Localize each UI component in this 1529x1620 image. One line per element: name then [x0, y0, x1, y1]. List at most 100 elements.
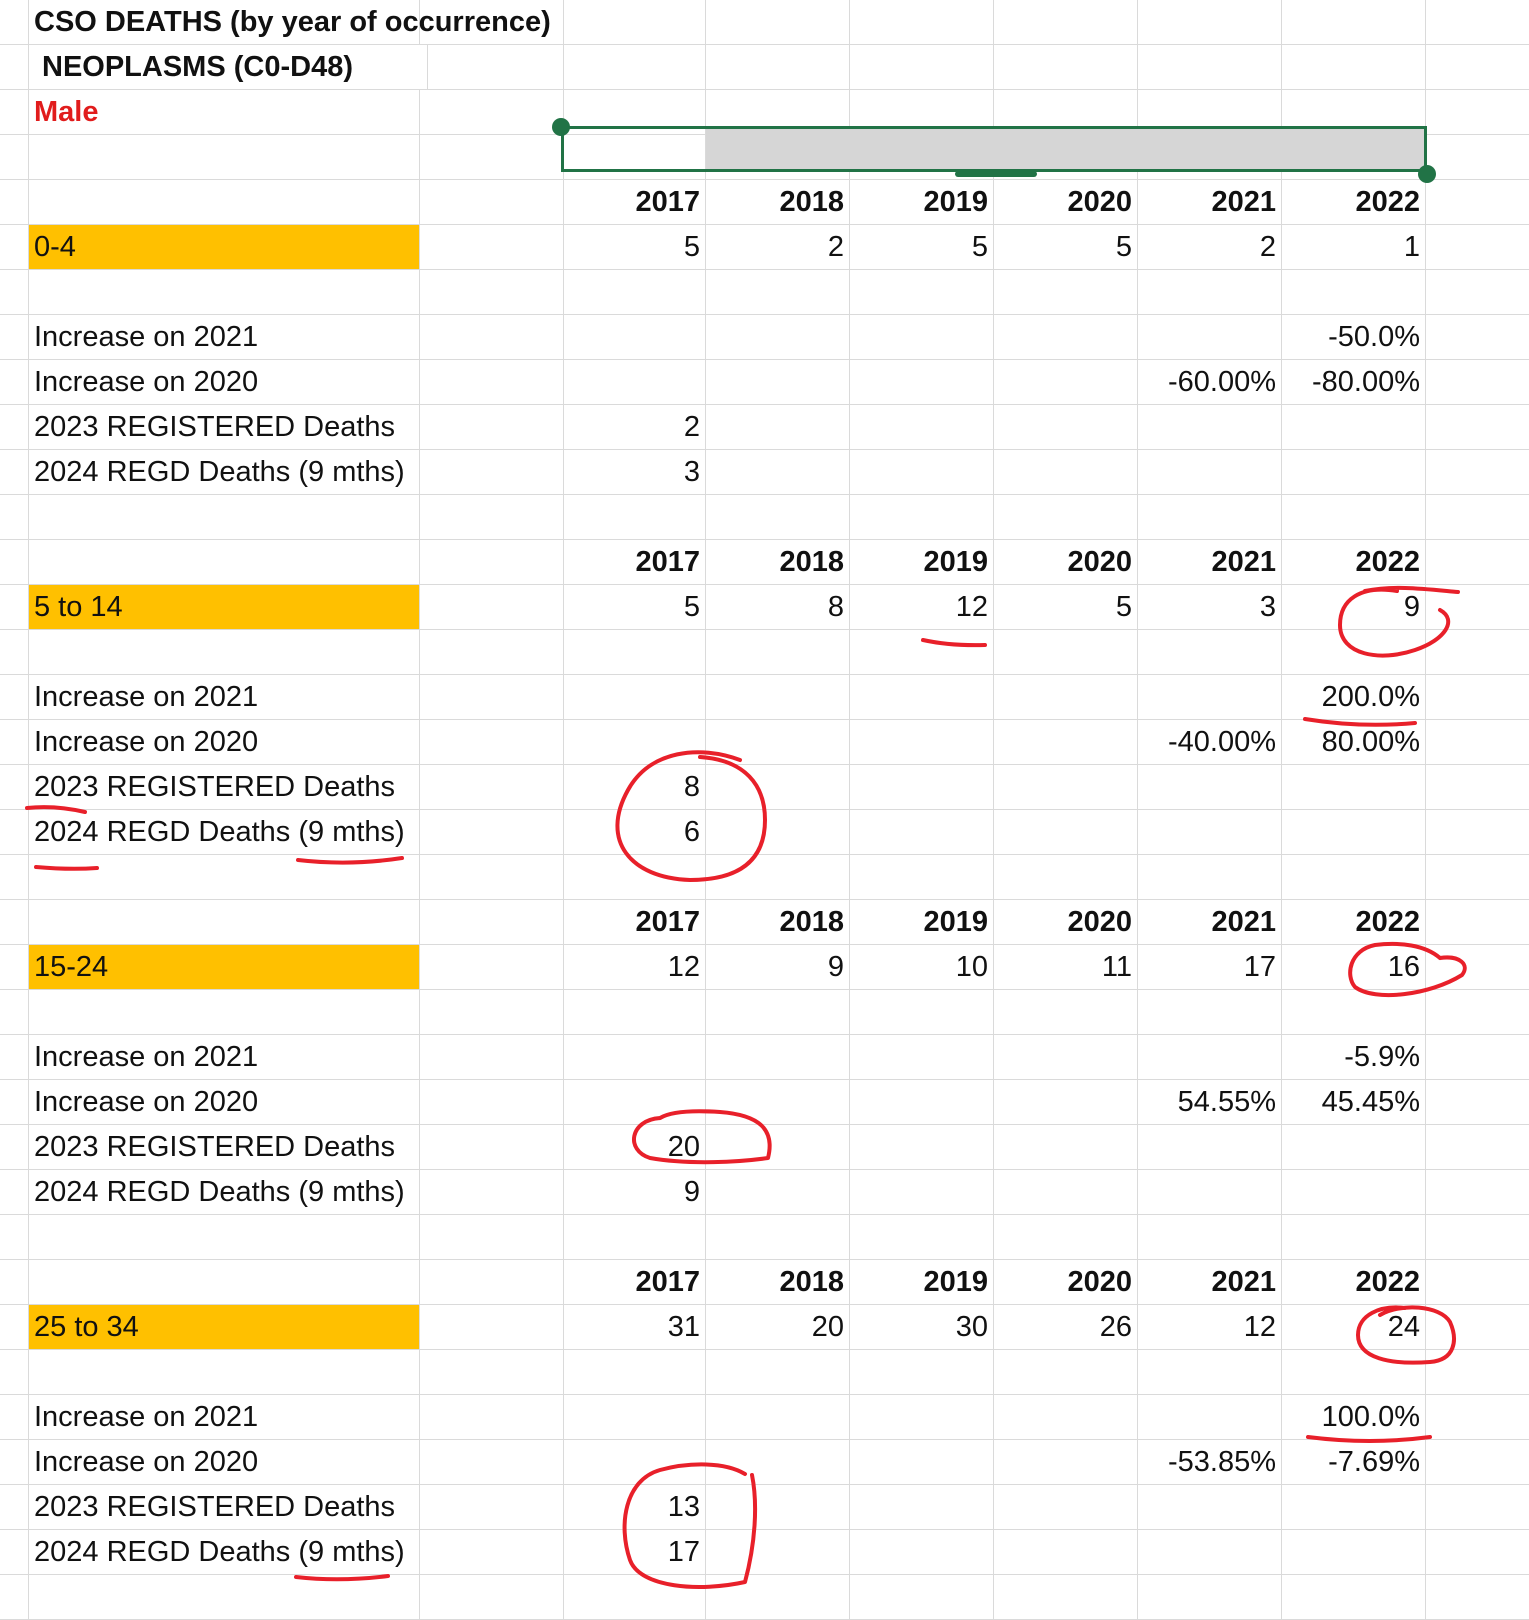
empty-label-cell[interactable]	[29, 540, 420, 585]
empty-cell-2020[interactable]	[994, 1575, 1138, 1620]
metric-value-2018[interactable]	[706, 1485, 850, 1530]
metric-value-2020[interactable]	[994, 1485, 1138, 1530]
selection-handle-top-left[interactable]	[552, 118, 570, 136]
metric-label[interactable]: Increase on 2021	[29, 675, 420, 720]
empty-cell-2020[interactable]	[994, 1350, 1138, 1395]
row-margin-cell[interactable]	[0, 1035, 29, 1080]
empty-cell-2022[interactable]	[1282, 855, 1426, 900]
empty-label-cell[interactable]	[29, 1260, 420, 1305]
spacer-cell[interactable]	[420, 405, 564, 450]
metric-value-2020[interactable]	[994, 720, 1138, 765]
metric-value-2020[interactable]	[994, 450, 1138, 495]
empty-cell-2019[interactable]	[850, 855, 994, 900]
empty-cell-2017[interactable]	[562, 135, 706, 180]
empty-cell-2021[interactable]	[1138, 855, 1282, 900]
metric-value-2021[interactable]	[1138, 765, 1282, 810]
metric-value-2019[interactable]	[850, 1530, 994, 1575]
spacer-cell[interactable]	[420, 675, 564, 720]
metric-value-2022[interactable]: 200.0%	[1282, 675, 1426, 720]
row-margin-cell[interactable]	[0, 1125, 29, 1170]
empty-cell-2020[interactable]	[994, 270, 1138, 315]
deaths-value-2021[interactable]: 12	[1138, 1305, 1282, 1350]
metric-value-2021[interactable]	[1138, 1125, 1282, 1170]
empty-cell-2019[interactable]	[850, 270, 994, 315]
metric-value-2017[interactable]	[562, 1035, 706, 1080]
metric-value-2022[interactable]	[1282, 1125, 1426, 1170]
empty-cell-2020[interactable]	[994, 495, 1138, 540]
metric-label[interactable]: Increase on 2020	[29, 1440, 420, 1485]
metric-label[interactable]: Increase on 2020	[29, 1080, 420, 1125]
empty-label-cell[interactable]	[29, 855, 420, 900]
empty-label-cell[interactable]	[29, 900, 420, 945]
metric-value-2019[interactable]	[850, 360, 994, 405]
metric-value-2021[interactable]	[1138, 675, 1282, 720]
metric-value-2017[interactable]	[562, 1440, 706, 1485]
deaths-value-2017[interactable]: 5	[562, 585, 706, 630]
metric-value-2018[interactable]	[706, 450, 850, 495]
year-header-2017[interactable]: 2017	[562, 180, 706, 225]
row-margin-cell[interactable]	[0, 1215, 29, 1260]
metric-value-2017[interactable]	[562, 720, 706, 765]
metric-value-2019[interactable]	[850, 1125, 994, 1170]
empty-cell-2017[interactable]	[562, 495, 706, 540]
row-margin-cell[interactable]	[0, 495, 29, 540]
trailing-cell[interactable]	[1426, 900, 1529, 945]
empty-cell-2019[interactable]	[850, 0, 994, 45]
spacer-cell[interactable]	[420, 180, 564, 225]
metric-value-2022[interactable]	[1282, 405, 1426, 450]
metric-value-2019[interactable]	[850, 1170, 994, 1215]
metric-value-2022[interactable]	[1282, 1170, 1426, 1215]
row-margin-cell[interactable]	[0, 315, 29, 360]
deaths-value-2019[interactable]: 12	[850, 585, 994, 630]
trailing-cell[interactable]	[1426, 1305, 1529, 1350]
metric-value-2018[interactable]	[706, 1170, 850, 1215]
empty-cell-2018[interactable]	[706, 45, 850, 90]
spacer-cell[interactable]	[420, 810, 564, 855]
year-header-2022[interactable]: 2022	[1282, 900, 1426, 945]
deaths-value-2017[interactable]: 5	[562, 225, 706, 270]
sex-label[interactable]: Male	[29, 90, 420, 135]
spacer-cell[interactable]	[420, 585, 564, 630]
deaths-value-2019[interactable]: 5	[850, 225, 994, 270]
metric-value-2017[interactable]: 3	[562, 450, 706, 495]
metric-label[interactable]: 2023 REGISTERED Deaths	[29, 1125, 420, 1170]
trailing-cell[interactable]	[1426, 405, 1529, 450]
metric-value-2018[interactable]	[706, 1080, 850, 1125]
trailing-cell[interactable]	[1426, 225, 1529, 270]
metric-value-2017[interactable]	[562, 1080, 706, 1125]
empty-cell-2018[interactable]	[706, 990, 850, 1035]
metric-value-2018[interactable]	[706, 1125, 850, 1170]
empty-cell-2017[interactable]	[562, 45, 706, 90]
metric-value-2019[interactable]	[850, 1080, 994, 1125]
metric-label[interactable]: Increase on 2021	[29, 1035, 420, 1080]
metric-value-2022[interactable]	[1282, 810, 1426, 855]
trailing-cell[interactable]	[1426, 540, 1529, 585]
row-margin-cell[interactable]	[0, 1440, 29, 1485]
row-margin-cell[interactable]	[0, 1260, 29, 1305]
spacer-cell[interactable]	[420, 1035, 564, 1080]
empty-cell-2018[interactable]	[706, 495, 850, 540]
row-margin-cell[interactable]	[0, 630, 29, 675]
trailing-cell[interactable]	[1426, 360, 1529, 405]
trailing-cell[interactable]	[1426, 1350, 1529, 1395]
metric-value-2022[interactable]: -5.9%	[1282, 1035, 1426, 1080]
metric-value-2020[interactable]	[994, 405, 1138, 450]
year-header-2022[interactable]: 2022	[1282, 540, 1426, 585]
trailing-cell[interactable]	[1426, 720, 1529, 765]
metric-value-2020[interactable]	[994, 810, 1138, 855]
row-margin-cell[interactable]	[0, 1485, 29, 1530]
spacer-cell[interactable]	[420, 1350, 564, 1395]
metric-value-2022[interactable]	[1282, 450, 1426, 495]
deaths-value-2021[interactable]: 17	[1138, 945, 1282, 990]
metric-label[interactable]: 2024 REGD Deaths (9 mths)	[29, 1530, 420, 1575]
empty-cell-2021[interactable]	[1138, 1350, 1282, 1395]
spacer-cell[interactable]	[420, 1080, 564, 1125]
empty-cell-2018[interactable]	[706, 1575, 850, 1620]
selection-drag-bar[interactable]	[955, 171, 1037, 177]
metric-label[interactable]: 2023 REGISTERED Deaths	[29, 765, 420, 810]
spacer-cell[interactable]	[420, 450, 564, 495]
metric-label[interactable]: 2023 REGISTERED Deaths	[29, 1485, 420, 1530]
metric-value-2017[interactable]: 6	[562, 810, 706, 855]
empty-cell-2019[interactable]	[850, 1350, 994, 1395]
